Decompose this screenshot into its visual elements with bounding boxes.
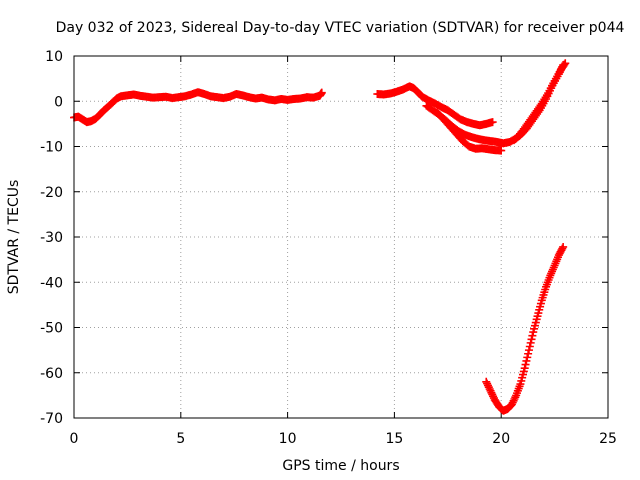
data-point	[556, 66, 565, 75]
y-tick-label: -40	[40, 275, 63, 291]
data-point	[523, 353, 532, 362]
y-tick-label: -70	[40, 411, 63, 427]
y-tick-label: 10	[45, 49, 63, 65]
data-point	[483, 381, 492, 390]
data-point	[559, 242, 568, 251]
y-tick-label: -30	[40, 230, 63, 246]
chart-title: Day 032 of 2023, Sidereal Day-to-day VTE…	[56, 20, 625, 36]
data-point	[489, 392, 498, 401]
y-axis-label: SDTVAR / TECUs	[6, 180, 22, 295]
x-axis-label: GPS time / hours	[282, 458, 399, 474]
x-tick-label: 0	[70, 431, 79, 447]
series-group	[373, 82, 497, 130]
data-point	[525, 342, 534, 351]
series-group	[433, 108, 506, 155]
data-point	[488, 390, 497, 399]
data-point	[497, 146, 506, 155]
data-point	[554, 70, 563, 79]
data-point	[510, 394, 519, 403]
data-point	[524, 349, 533, 358]
data-point	[559, 61, 568, 70]
data-point	[484, 383, 493, 392]
y-tick-label: -10	[40, 140, 63, 156]
data-point	[527, 335, 536, 344]
data-point	[317, 88, 326, 97]
data-point	[520, 364, 529, 373]
data-point	[524, 346, 533, 355]
plot-frame	[73, 55, 609, 419]
series-group	[510, 61, 568, 145]
y-tick-label: -20	[40, 185, 63, 201]
data-point	[522, 356, 531, 365]
data-point	[488, 118, 497, 127]
data-points	[70, 59, 570, 415]
data-point	[511, 393, 520, 402]
data-point	[486, 386, 495, 395]
data-point	[534, 108, 543, 117]
data-point	[482, 377, 491, 386]
x-tick-label: 15	[385, 431, 403, 447]
x-tick-label: 20	[492, 431, 510, 447]
y-tick-label: -60	[40, 366, 63, 382]
x-tick-label: 25	[599, 431, 617, 447]
y-tick-label: -50	[40, 321, 63, 337]
data-point	[558, 62, 567, 71]
grid-lines	[74, 56, 608, 418]
data-point	[485, 385, 494, 394]
data-point	[507, 400, 516, 409]
data-point	[509, 396, 518, 405]
x-tick-label: 10	[279, 431, 297, 447]
x-tick-label: 5	[176, 431, 185, 447]
data-point	[557, 64, 566, 73]
data-point	[508, 398, 517, 407]
series-group	[482, 242, 568, 415]
data-point	[558, 244, 567, 253]
data-point	[528, 331, 537, 340]
data-point	[526, 338, 535, 347]
data-point	[487, 388, 496, 397]
data-point	[483, 379, 492, 388]
data-point	[521, 360, 530, 369]
data-point	[555, 68, 564, 77]
axis-ticks: 0 5 10 15 20 25 -70 -60 -50 -40 -30 -20 -10 0 10	[40, 49, 617, 447]
series-group	[70, 88, 326, 127]
y-tick-label: 0	[54, 94, 63, 110]
